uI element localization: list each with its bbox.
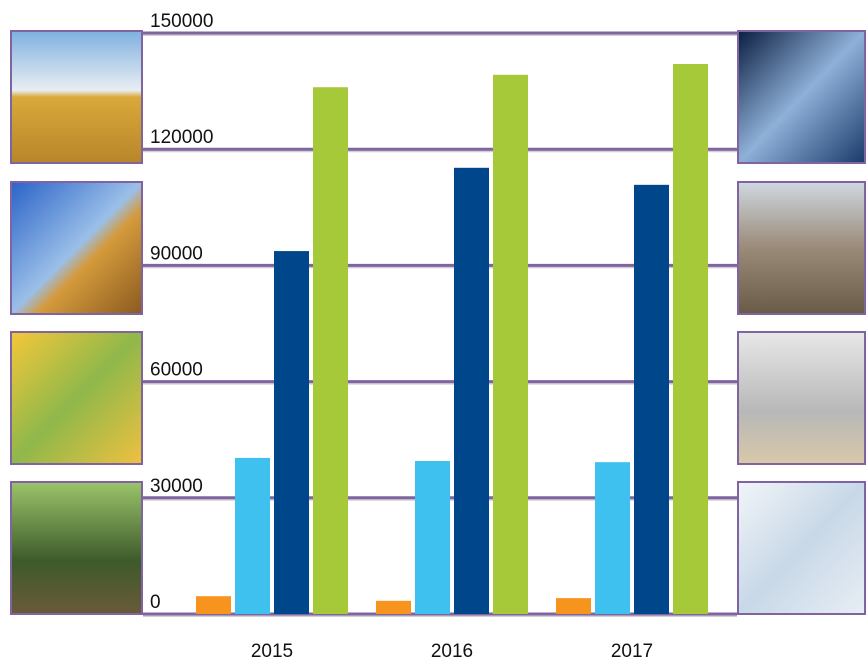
bar <box>274 251 309 614</box>
bar <box>454 167 489 615</box>
side-images <box>10 30 866 615</box>
bar <box>235 457 270 614</box>
photo-forest <box>10 481 143 615</box>
photo-wheat <box>10 181 143 315</box>
y-tick-label: 30000 <box>150 476 203 497</box>
bar <box>493 74 528 614</box>
x-tick-label: 2015 <box>251 641 293 659</box>
photo-gears <box>737 30 866 164</box>
bar <box>556 598 591 614</box>
bar <box>415 461 450 614</box>
photo-blocks <box>737 331 866 465</box>
photo-building <box>737 181 866 315</box>
y-tick-label: 120000 <box>150 127 213 148</box>
y-tick-label: 60000 <box>150 360 203 381</box>
x-tick-label: 2017 <box>611 641 653 659</box>
y-tick-label: 0 <box>150 592 161 613</box>
photo-corn <box>10 331 143 465</box>
bar <box>196 596 231 614</box>
photo-harvester <box>10 30 143 164</box>
photo-business <box>737 481 866 615</box>
y-tick-label: 150000 <box>150 11 213 32</box>
bar <box>376 600 411 614</box>
bar <box>634 184 669 615</box>
bar <box>673 63 708 614</box>
y-tick-label: 90000 <box>150 243 203 264</box>
bar <box>313 87 348 614</box>
bar <box>595 462 630 614</box>
x-tick-label: 2016 <box>431 641 473 659</box>
